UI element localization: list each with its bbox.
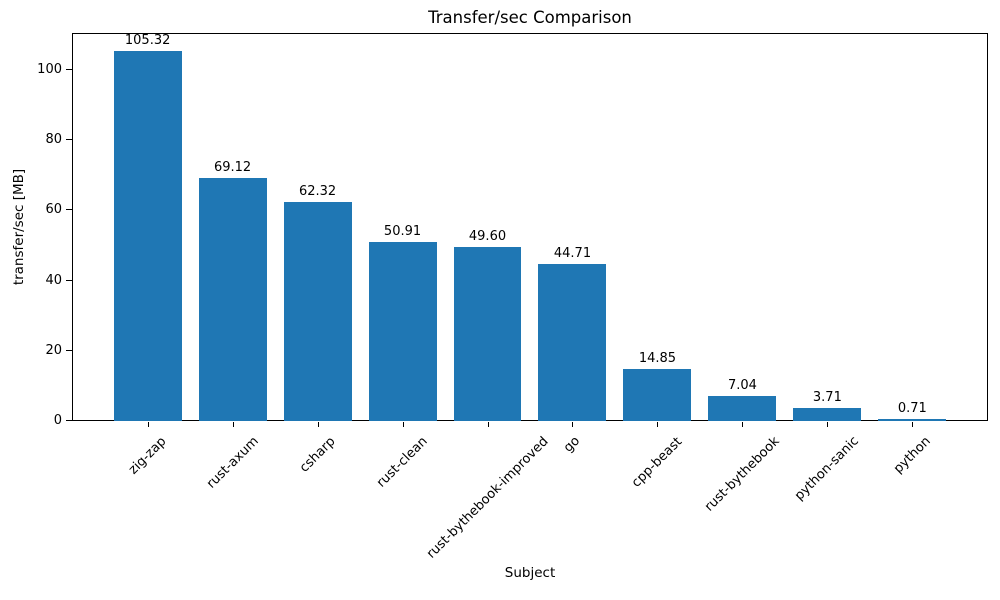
bar [793, 407, 862, 421]
x-tick-mark [147, 422, 149, 427]
x-tick-label: rust-bythebook [702, 433, 783, 515]
bar [113, 51, 182, 421]
bar [708, 396, 777, 421]
bar-value-label: 50.91 [383, 224, 422, 240]
x-tick-label: zig-zap [125, 433, 170, 478]
bar-value-label: 49.60 [468, 228, 507, 244]
x-tick-mark [232, 422, 234, 427]
x-tick-label: python [890, 433, 934, 477]
x-tick-label: go [561, 433, 584, 457]
bar-value-label: 44.71 [553, 246, 592, 262]
bar-value-label: 14.85 [638, 350, 677, 366]
x-tick-mark [317, 422, 319, 427]
x-tick-label: rust-clean [374, 433, 431, 491]
x-tick-mark [572, 422, 574, 427]
y-axis-label: transfer/sec [MB] [11, 168, 27, 286]
y-tick-mark [66, 349, 72, 351]
bar-value-label: 7.04 [727, 378, 757, 394]
chart-title: Transfer/sec Comparison [428, 8, 632, 27]
x-tick-mark [912, 422, 914, 427]
y-tick-mark [66, 69, 72, 71]
x-axis-label: Subject [504, 565, 556, 581]
x-tick-mark [742, 422, 744, 427]
bar-value-label: 69.12 [213, 160, 252, 176]
y-tick-label: 0 [53, 413, 62, 428]
bar-value-label: 62.32 [298, 184, 337, 200]
y-tick-label: 20 [45, 342, 62, 358]
y-tick-mark [66, 139, 72, 141]
x-tick-label: python-sanic [792, 433, 863, 504]
x-tick-label: csharp [296, 433, 339, 476]
bar [283, 202, 352, 421]
x-tick-mark [827, 422, 829, 427]
y-tick-label: 100 [37, 62, 62, 78]
y-tick-mark [66, 420, 72, 421]
y-tick-label: 80 [45, 132, 62, 148]
bar [368, 242, 437, 421]
bar-value-label: 105.32 [124, 33, 171, 49]
y-tick-mark [66, 209, 72, 211]
x-tick-mark [657, 422, 659, 427]
bar [623, 368, 692, 421]
x-tick-label: rust-bythebook-improved [423, 433, 552, 562]
x-tick-mark [402, 422, 404, 427]
bar-value-label: 0.71 [897, 400, 927, 416]
y-tick-mark [66, 279, 72, 281]
bar-value-label: 3.71 [812, 389, 842, 405]
x-tick-mark [487, 422, 489, 427]
bar [878, 418, 947, 421]
x-tick-label: rust-axum [203, 433, 262, 492]
bar [453, 246, 522, 421]
bar [538, 264, 607, 421]
y-tick-label: 60 [45, 202, 62, 218]
y-tick-label: 40 [45, 272, 62, 288]
bar [198, 178, 267, 421]
x-tick-label: cpp-beast [629, 433, 686, 491]
